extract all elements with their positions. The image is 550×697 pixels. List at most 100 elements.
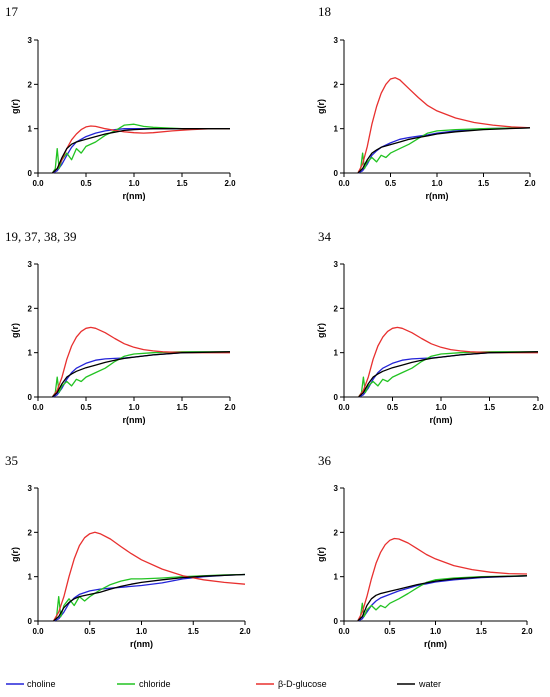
x-tick-label: 0.0 (32, 403, 44, 412)
x-axis-title: r(nm) (430, 415, 453, 425)
y-tick-label: 1 (28, 349, 33, 358)
series-line (51, 326, 230, 398)
y-tick-label: 2 (28, 304, 33, 313)
panel-label: 36 (318, 453, 332, 468)
chart-panel: 17 0 1 2 3 0.0 0.5 1.0 1.5 2.0 r(nm) g(r) (5, 4, 236, 201)
x-tick-label: 1.0 (431, 179, 443, 188)
panel-label: 34 (318, 229, 332, 244)
y-axis-title: g(r) (316, 99, 326, 114)
y-axis-title: g(r) (316, 547, 326, 562)
y-tick-label: 3 (28, 260, 33, 269)
x-tick-label: 1.5 (476, 627, 488, 636)
legend-label: choline (27, 679, 56, 689)
chart-panel: 35 0 1 2 3 0.0 0.5 1.0 1.5 2.0 r(nm) g(r) (5, 453, 251, 649)
x-axis-title: r(nm) (123, 191, 146, 201)
x-tick-label: 0.0 (338, 403, 350, 412)
series-line (357, 127, 531, 174)
series-line (357, 575, 528, 622)
panel-label: 18 (318, 4, 331, 19)
y-tick-label: 2 (334, 304, 339, 313)
y-axis-title: g(r) (10, 99, 20, 114)
chart-panel: 18 0 1 2 3 0.0 0.5 1.0 1.5 2.0 r(nm) g(r) (316, 4, 536, 201)
legend-label: water (418, 679, 441, 689)
series-line (358, 351, 539, 398)
x-tick-label: 0.5 (80, 179, 92, 188)
x-tick-label: 2.0 (524, 179, 536, 188)
x-tick-label: 1.0 (435, 403, 447, 412)
panel-label: 19, 37, 38, 39 (5, 229, 77, 244)
series-line (358, 351, 538, 398)
x-tick-label: 0.5 (80, 403, 92, 412)
x-tick-label: 2.0 (532, 403, 544, 412)
y-tick-label: 0 (334, 169, 339, 178)
chart-panel: 36 0 1 2 3 0.0 0.5 1.0 1.5 2.0 r(nm) g(r) (316, 453, 533, 649)
series-line (51, 351, 231, 398)
x-axis-title: r(nm) (426, 191, 449, 201)
series-line (357, 575, 528, 622)
x-tick-label: 0.5 (84, 627, 96, 636)
x-tick-label: 1.5 (176, 179, 188, 188)
x-axis-title: r(nm) (123, 415, 146, 425)
y-tick-label: 1 (334, 125, 339, 134)
y-tick-label: 0 (334, 617, 339, 626)
legend-label: chloride (139, 679, 171, 689)
panel-label: 17 (5, 4, 19, 19)
series-line (51, 125, 230, 174)
x-tick-label: 0.0 (32, 179, 44, 188)
x-tick-label: 2.0 (224, 403, 236, 412)
x-axis-title: r(nm) (130, 639, 153, 649)
series-line (52, 351, 231, 398)
x-tick-label: 0.5 (384, 627, 396, 636)
y-tick-label: 2 (28, 528, 33, 537)
chart-panel: 34 0 1 2 3 0.0 0.5 1.0 1.5 2.0 r(nm) g(r) (316, 229, 544, 425)
series-line (357, 77, 531, 174)
x-tick-label: 1.0 (128, 179, 140, 188)
y-axis-title: g(r) (10, 547, 20, 562)
y-tick-label: 0 (28, 393, 33, 402)
series-line (357, 127, 531, 174)
y-tick-label: 1 (28, 573, 33, 582)
y-axis-title: g(r) (316, 323, 326, 338)
series-line (357, 575, 528, 622)
y-tick-label: 2 (334, 80, 339, 89)
y-tick-label: 3 (28, 36, 33, 45)
y-axis-title: g(r) (10, 323, 20, 338)
y-tick-label: 3 (334, 260, 339, 269)
y-tick-label: 1 (334, 349, 339, 358)
legend-label: β-D-glucose (278, 679, 327, 689)
x-tick-label: 1.5 (188, 627, 200, 636)
y-tick-label: 2 (28, 80, 33, 89)
series-line (358, 326, 538, 398)
x-tick-label: 1.0 (136, 627, 148, 636)
x-tick-label: 1.0 (128, 403, 140, 412)
x-tick-label: 2.0 (239, 627, 251, 636)
x-tick-label: 0.0 (32, 627, 44, 636)
legend: choline chloride β-D-glucose water (6, 679, 441, 689)
x-tick-label: 1.0 (430, 627, 442, 636)
x-tick-label: 0.0 (338, 179, 350, 188)
series-line (357, 127, 531, 174)
x-tick-label: 2.0 (521, 627, 533, 636)
series-line (357, 537, 528, 622)
x-tick-label: 1.5 (478, 179, 490, 188)
x-tick-label: 1.5 (484, 403, 496, 412)
y-tick-label: 2 (334, 528, 339, 537)
series-line (53, 573, 246, 622)
panel-label: 35 (5, 453, 18, 468)
x-axis-title: r(nm) (424, 639, 447, 649)
series-line (358, 351, 539, 398)
y-tick-label: 0 (28, 617, 33, 626)
chart-panel: 19, 37, 38, 39 0 1 2 3 0.0 0.5 1.0 1.5 2.0 r(nm) g(… (5, 229, 236, 425)
series-line (51, 128, 230, 174)
x-tick-label: 1.5 (176, 403, 188, 412)
y-tick-label: 1 (28, 125, 33, 134)
x-tick-label: 2.0 (224, 179, 236, 188)
x-tick-label: 0.0 (338, 627, 350, 636)
series-line (51, 123, 230, 174)
y-tick-label: 3 (334, 484, 339, 493)
y-tick-label: 3 (334, 36, 339, 45)
x-tick-label: 0.5 (387, 403, 399, 412)
y-tick-label: 0 (28, 169, 33, 178)
series-line (51, 351, 230, 398)
